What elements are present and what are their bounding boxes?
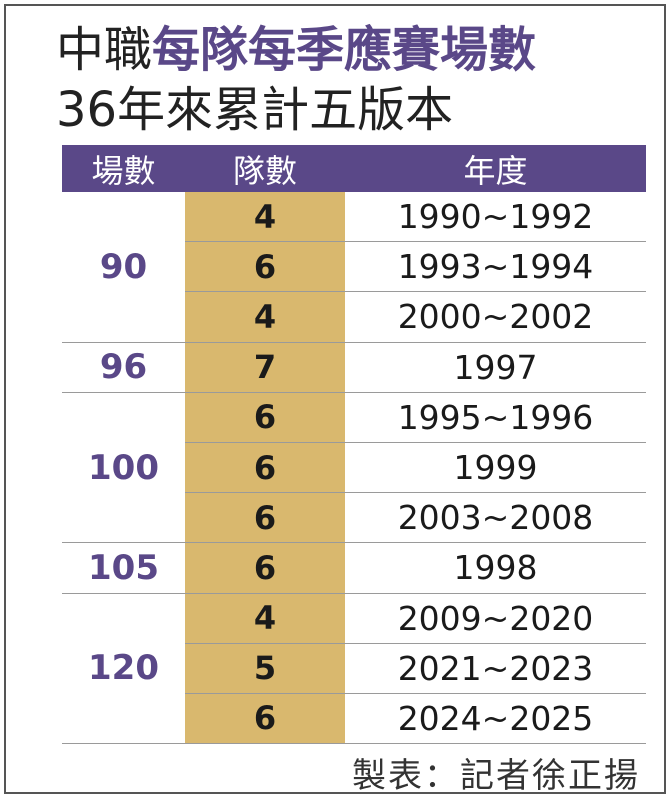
teams-cell: 4: [185, 192, 345, 243]
games-cell: 90: [62, 192, 185, 343]
games-table: 場數 隊數 年度 90 4 1990~1992 6 1993~1994 4 2000~200…: [62, 145, 646, 745]
title-line-1: 中職每隊每季應賽場數: [56, 26, 536, 74]
teams-cell: 6: [185, 693, 345, 745]
table-row: 96 7 1997: [62, 342, 646, 393]
years-cell: 1998: [345, 542, 646, 594]
games-table-container: 場數 隊數 年度 90 4 1990~1992 6 1993~1994 4 2000~200…: [62, 145, 646, 745]
teams-cell: 6: [185, 241, 345, 293]
table-row: 105 6 1998: [62, 542, 646, 594]
table-row: 6 2003~2008: [62, 492, 646, 544]
games-cell: 105: [62, 542, 185, 594]
title-prefix: 中職: [56, 22, 153, 78]
table-row: 4 2000~2002: [62, 291, 646, 343]
credit-line: 製表：記者徐正揚: [352, 756, 640, 796]
teams-cell: 7: [185, 342, 345, 393]
years-cell: 2003~2008: [345, 492, 646, 544]
teams-cell: 6: [185, 392, 345, 443]
table-row: 100 6 1995~1996: [62, 392, 646, 544]
table-row: 6 1993~1994: [62, 241, 646, 293]
teams-cell: 4: [185, 291, 345, 343]
title-line-2: 36年來累計五版本: [56, 82, 454, 138]
years-cell: 1995~1996: [345, 392, 646, 443]
header-teams: 隊數: [185, 145, 345, 192]
years-cell: 1993~1994: [345, 241, 646, 293]
table-row: 6 1999: [62, 442, 646, 494]
table-header-row: 場數 隊數 年度: [62, 145, 646, 192]
header-games: 場數: [62, 145, 185, 192]
table-row: 90 4 1990~1992: [62, 192, 646, 343]
header-years: 年度: [345, 145, 646, 192]
years-cell: 2000~2002: [345, 291, 646, 343]
infographic-frame: 中職每隊每季應賽場數 36年來累計五版本 場數 隊數 年度 90 4 1990~19…: [4, 4, 666, 796]
years-cell: 1990~1992: [345, 192, 646, 243]
teams-cell: 4: [185, 593, 345, 644]
teams-cell: 6: [185, 492, 345, 544]
teams-cell: 5: [185, 643, 345, 694]
games-cell: 96: [62, 342, 185, 393]
title-highlight: 每隊每季應賽場數: [152, 22, 537, 78]
teams-cell: 6: [185, 542, 345, 594]
games-cell: 120: [62, 593, 185, 745]
table-body: 90 4 1990~1992 6 1993~1994 4 2000~2002 96 7 1997 1…: [62, 192, 646, 745]
teams-cell: 6: [185, 442, 345, 494]
table-row: 6 2024~2025: [62, 693, 646, 745]
years-cell: 2009~2020: [345, 593, 646, 644]
years-cell: 2024~2025: [345, 693, 646, 745]
games-cell: 100: [62, 392, 185, 544]
table-row: 5 2021~2023: [62, 643, 646, 694]
years-cell: 2021~2023: [345, 643, 646, 694]
years-cell: 1999: [345, 442, 646, 494]
years-cell: 1997: [345, 342, 646, 393]
table-row: 120 4 2009~2020: [62, 593, 646, 745]
